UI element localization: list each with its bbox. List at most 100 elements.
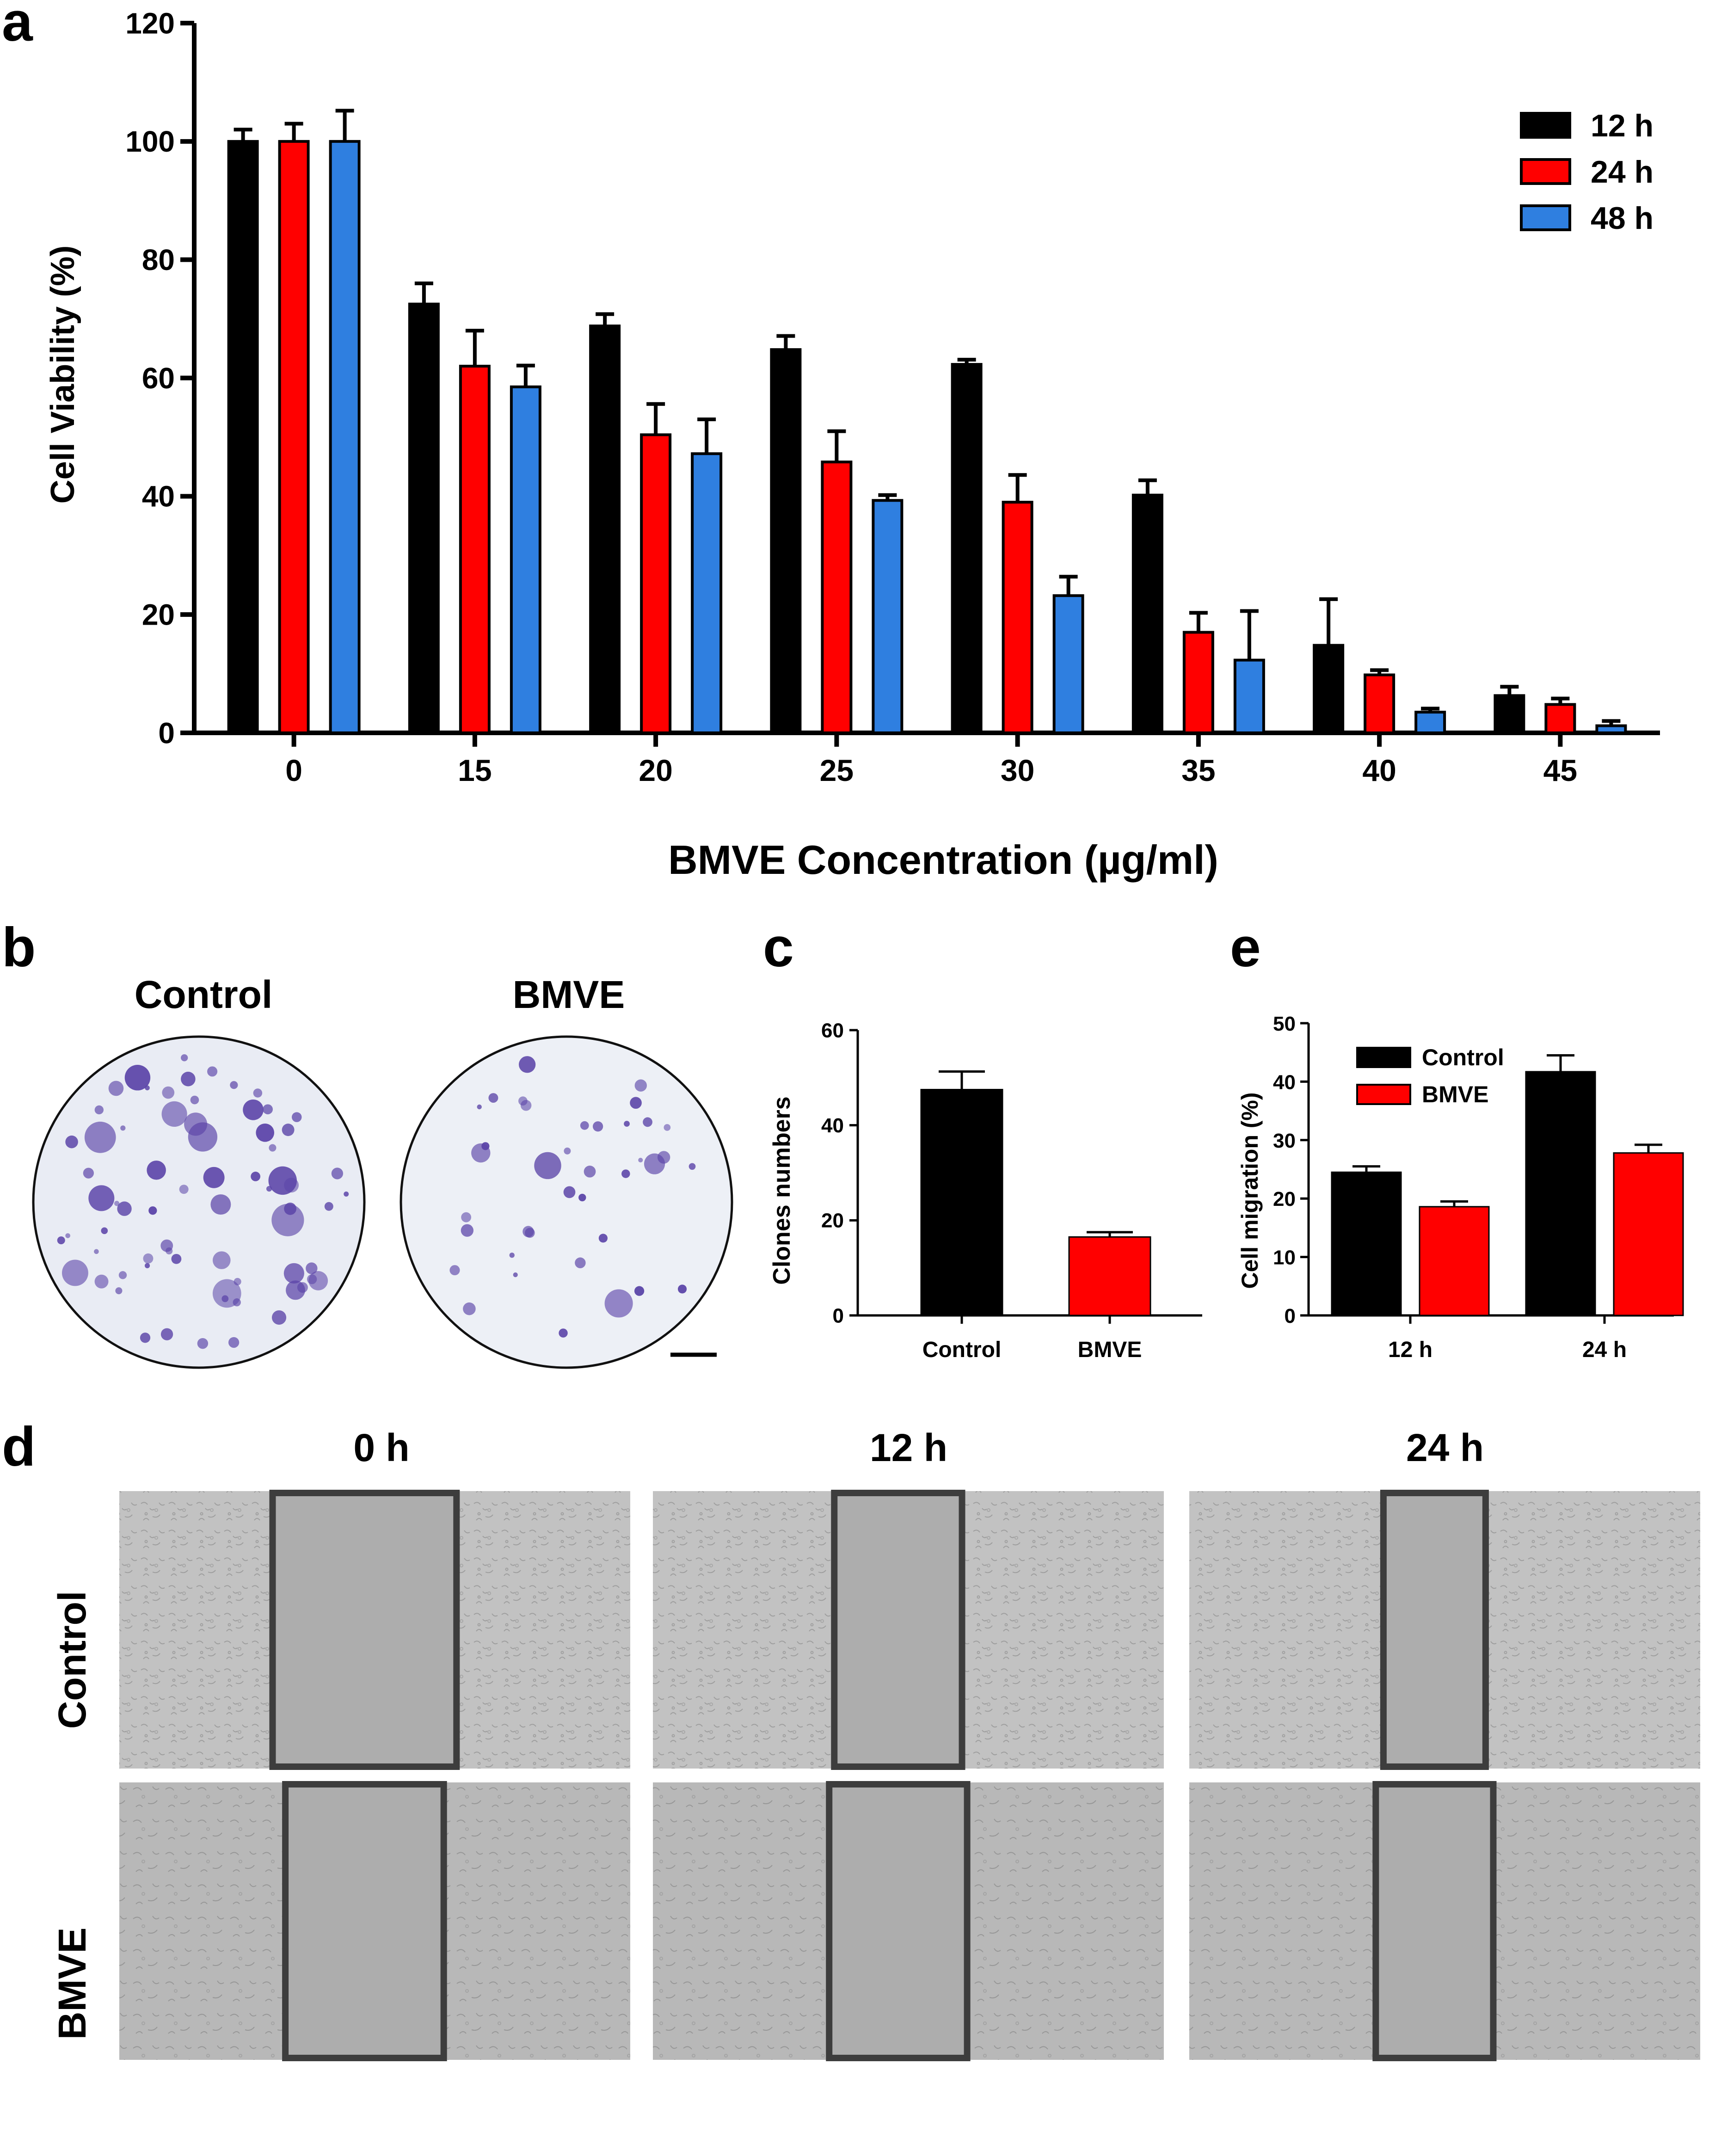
colony — [621, 1169, 630, 1178]
bar — [510, 385, 541, 734]
colony — [101, 1227, 108, 1235]
colony — [518, 1096, 528, 1106]
colony — [228, 1337, 240, 1348]
bar — [1131, 493, 1163, 734]
colony — [251, 1172, 261, 1181]
bar — [1494, 694, 1525, 734]
colony — [162, 1086, 175, 1099]
time-label-0h: 0 h — [353, 1426, 409, 1469]
colony — [212, 1279, 241, 1308]
colony — [94, 1105, 104, 1115]
wound-frame — [831, 1490, 965, 1770]
colony — [509, 1253, 515, 1258]
bar — [872, 499, 904, 734]
colony — [210, 1194, 231, 1215]
x-tick-label: 0 — [285, 753, 302, 787]
colony — [324, 1202, 333, 1211]
colony — [181, 1071, 196, 1087]
colony — [118, 1271, 127, 1279]
colony — [230, 1081, 238, 1089]
y-tick-label: 40 — [821, 1114, 844, 1137]
chart-c-clones: Clones numbers 0 20 40 60 Control BMVE — [768, 1019, 1202, 1362]
colonies-bmve — [449, 1056, 696, 1338]
chart-e-migration: Cell migration (%) 0 10 20 30 40 50 12 h 24 h Co… — [1237, 1013, 1684, 1362]
colony — [171, 1253, 182, 1264]
y-tick-label: 20 — [142, 598, 175, 632]
colony — [256, 1123, 275, 1142]
bar — [691, 452, 723, 734]
colony — [580, 1121, 589, 1130]
colony — [559, 1328, 568, 1338]
colony — [563, 1186, 576, 1198]
bar — [278, 140, 310, 734]
colony — [282, 1124, 295, 1136]
colony — [108, 1081, 124, 1096]
x-tick-label: 12 h — [1388, 1338, 1432, 1362]
colony — [94, 1274, 109, 1289]
plate-label-control: Control — [135, 973, 273, 1016]
colony — [283, 1263, 304, 1284]
colony — [463, 1302, 476, 1315]
colony — [203, 1167, 225, 1188]
colony — [344, 1192, 349, 1197]
wound-frame — [1372, 1781, 1497, 2061]
bar — [1364, 673, 1395, 735]
bar — [1525, 1071, 1596, 1316]
colony — [575, 1257, 586, 1268]
colony — [148, 1206, 157, 1215]
colony — [525, 1228, 535, 1238]
bar — [951, 363, 983, 734]
panel-b-colony-plates: Control BMVE — [32, 973, 733, 1369]
y-tick-label: 10 — [1273, 1247, 1296, 1269]
bar — [329, 140, 361, 734]
chart-e-ylabel: Cell migration (%) — [1237, 1092, 1263, 1289]
colony — [207, 1066, 218, 1077]
y-tick-label: 40 — [1273, 1071, 1296, 1093]
bar — [589, 324, 621, 734]
colonies-control — [57, 1054, 349, 1349]
colony — [84, 1121, 116, 1153]
colony — [61, 1259, 88, 1286]
chart-a-cell-viability: Cell Viability (%) BMVE Concentration (µ… — [44, 6, 1660, 883]
colony — [269, 1144, 277, 1152]
chart-c-ylabel: Clones numbers — [768, 1096, 795, 1284]
bar — [1414, 711, 1446, 734]
colony — [638, 1158, 643, 1163]
panel-label-e: e — [1230, 916, 1261, 978]
time-label-12h: 12 h — [870, 1426, 947, 1469]
legend-label: 12 h — [1591, 108, 1654, 143]
x-tick-label: 25 — [820, 753, 854, 787]
y-tick-label: 20 — [821, 1210, 844, 1232]
legend-label: Control — [1422, 1044, 1504, 1070]
legend-swatch — [1356, 1084, 1411, 1105]
colony — [190, 1095, 199, 1105]
colony — [306, 1262, 318, 1274]
colony — [513, 1272, 518, 1278]
bar — [1419, 1206, 1490, 1316]
colony — [677, 1284, 687, 1294]
wound-frame — [269, 1490, 460, 1770]
x-tick-label: 45 — [1543, 753, 1577, 787]
bar — [1002, 501, 1033, 734]
colony — [664, 1124, 671, 1131]
colony — [634, 1079, 647, 1092]
wound-frame — [282, 1781, 447, 2061]
panel-d-wound-healing: 0 h 12 h 24 h Control BMVE — [50, 1426, 1700, 2141]
panel-label-a: a — [2, 0, 33, 53]
bar — [1331, 1171, 1402, 1316]
colony — [271, 1310, 287, 1325]
legend-label: 48 h — [1591, 201, 1654, 236]
colony — [331, 1167, 344, 1179]
x-tick-label: 40 — [1362, 753, 1396, 787]
x-tick-label: Control — [922, 1338, 1002, 1362]
y-tick-label: 20 — [1273, 1188, 1296, 1210]
bar — [1233, 658, 1265, 734]
row-label-bmve: BMVE — [50, 1928, 94, 2040]
colony — [114, 1201, 120, 1206]
colony — [308, 1271, 328, 1290]
bar — [227, 140, 259, 734]
colony — [120, 1125, 126, 1131]
colony — [292, 1112, 302, 1122]
y-tick-label: 60 — [142, 362, 175, 395]
